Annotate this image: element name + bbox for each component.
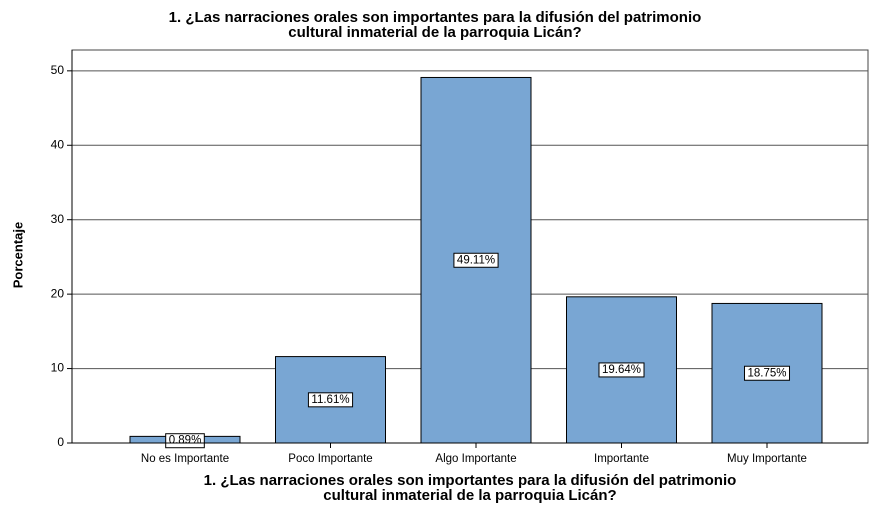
chart-title: 1. ¿Las narraciones orales son important… bbox=[169, 9, 702, 26]
data-label-box bbox=[598, 362, 645, 378]
y-axis-label: Porcentaje bbox=[10, 222, 25, 288]
x-tick-label: Importante bbox=[594, 453, 649, 465]
y-tick-label: 10 bbox=[51, 361, 65, 375]
chart-title: cultural inmaterial de la parroquia Licá… bbox=[288, 24, 581, 41]
x-tick-label: Algo Importante bbox=[435, 453, 516, 465]
x-tick-label: No es Importante bbox=[141, 453, 229, 465]
y-tick-label: 50 bbox=[51, 63, 65, 77]
data-label: 49.11% bbox=[457, 254, 495, 266]
x-axis-label: cultural inmaterial de la parroquia Licá… bbox=[323, 487, 616, 504]
y-tick-label: 0 bbox=[57, 435, 64, 449]
data-label: 0.89% bbox=[169, 435, 202, 447]
y-tick-label: 20 bbox=[51, 286, 65, 300]
y-tick-label: 40 bbox=[51, 137, 65, 151]
data-label-box bbox=[453, 252, 499, 268]
data-label: 11.61% bbox=[311, 394, 349, 406]
data-label-box bbox=[165, 433, 205, 449]
data-label: 19.64% bbox=[602, 364, 641, 376]
data-label: 18.75% bbox=[747, 367, 786, 379]
data-label-box bbox=[307, 392, 354, 408]
x-tick-label: Poco Importante bbox=[288, 453, 372, 465]
x-tick-label: Muy Importante bbox=[727, 453, 807, 465]
x-axis-label: 1. ¿Las narraciones orales son important… bbox=[204, 472, 737, 489]
y-tick-label: 30 bbox=[51, 212, 65, 226]
data-label-box bbox=[743, 365, 791, 381]
